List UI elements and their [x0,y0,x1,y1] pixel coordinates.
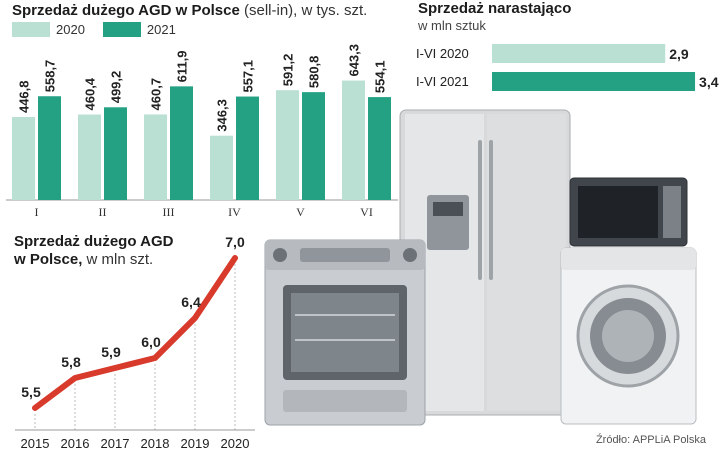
line-chart-title-line1: Sprzedaż dużego AGD [14,233,174,250]
legend-item-2021: 2021 [102,22,176,37]
line-chart-title: Sprzedaż dużego AGD w Polsce, w mln szt. [14,233,173,269]
line-tick-2018: 2018 [141,436,170,451]
bar-tick-V: V [296,205,305,219]
line-tick-2020: 2020 [221,436,250,451]
hbar-category-0: I-VI 2020 [416,46,469,61]
bar-2020-I [12,117,35,200]
bar-2020-IV [210,135,233,200]
bar-2021-IV [236,96,259,200]
bar-label-2020-II: 460,4 [83,77,98,110]
bar-label-2020-I: 446,8 [17,80,32,113]
source-note: Źródło: APPLiA Polska [595,434,706,446]
bar-2020-V [276,90,299,200]
legend-swatch-2021 [102,22,141,37]
bar-2020-VI [342,80,365,200]
hbar-1 [492,72,696,91]
bar-2021-II [104,107,127,200]
hbar-chart-title: Sprzedaż narastająco [418,0,572,17]
cumulative-hbar-chart: I-VI 2020 2,9 I-VI 2021 3,4 [416,44,719,91]
line-label-2018: 6,0 [141,334,161,350]
line-tick-2016: 2016 [61,436,90,451]
line-label-2015: 5,5 [21,384,41,400]
line-series [32,255,238,411]
line-label-2017: 5,9 [101,344,121,360]
line-label-2019: 6,4 [181,294,201,310]
washing-machine-image [560,247,697,425]
hbar-category-1: I-VI 2021 [416,74,469,89]
bar-label-2021-VI: 554,1 [373,61,388,94]
legend-swatch-2020 [12,22,50,37]
bar-label-2020-IV: 346,3 [215,99,230,132]
hbar-value-0: 2,9 [669,46,689,62]
legend-label-2021: 2021 [146,22,176,37]
appliances-illustration [264,109,697,426]
line-tick-2019: 2019 [181,436,210,451]
bar-chart-legend: 2020 2021 [12,22,176,37]
line-label-2020: 7,0 [225,234,245,250]
bar-2021-VI [368,97,391,200]
bar-label-2020-V: 591,2 [281,54,296,87]
bar-label-2021-I: 558,7 [43,60,58,93]
bar-tick-VI: VI [360,205,373,219]
bar-label-2021-III: 611,9 [175,51,190,83]
bar-tick-III: III [163,205,175,219]
bar-2020-II [78,114,101,200]
bar-label-2021-II: 499,2 [109,71,124,104]
bar-label-2021-IV: 557,1 [241,60,256,93]
line-chart-subtitle: w mln szt. [86,251,154,268]
bar-chart-title: Sprzedaż dużego AGD w Polsce (sell-in), … [12,2,367,19]
line-tick-2015: 2015 [21,436,50,451]
hbar-chart-subtitle: w mln sztuk [418,18,486,33]
bar-chart-subtitle: (sell-in), w tys. szt. [244,2,368,19]
bar-tick-I: I [35,205,39,219]
bar-chart-title-text: Sprzedaż dużego AGD w Polsce [12,2,240,19]
line-label-2016: 5,8 [61,354,81,370]
microwave-image [569,177,688,247]
monthly-bar-chart: 446,8 558,7 I 460,4 499,2 II 460,7 611,9 III 346,… [6,44,398,219]
bar-label-2021-V: 580,8 [307,56,322,89]
bar-label-2020-III: 460,7 [149,78,164,111]
bar-2021-I [38,96,61,200]
yearly-line-chart: 5,5 2015 5,8 2016 5,9 2017 6,0 2018 6,4 2019 7,0 20… [15,234,255,451]
bar-2021-V [302,92,325,200]
line-tick-2017: 2017 [101,436,130,451]
line-chart-title-line2: w Polsce, [14,251,83,268]
bar-2020-III [144,114,167,200]
stove-image [264,239,426,426]
bar-2021-III [170,86,193,200]
bar-tick-II: II [99,205,107,219]
hbar-value-1: 3,4 [699,74,719,90]
bar-tick-IV: IV [228,205,241,219]
legend-item-2020: 2020 [12,22,85,37]
legend-label-2020: 2020 [56,22,85,37]
hbar-0 [492,44,666,63]
bar-label-2020-VI: 643,3 [347,44,362,77]
